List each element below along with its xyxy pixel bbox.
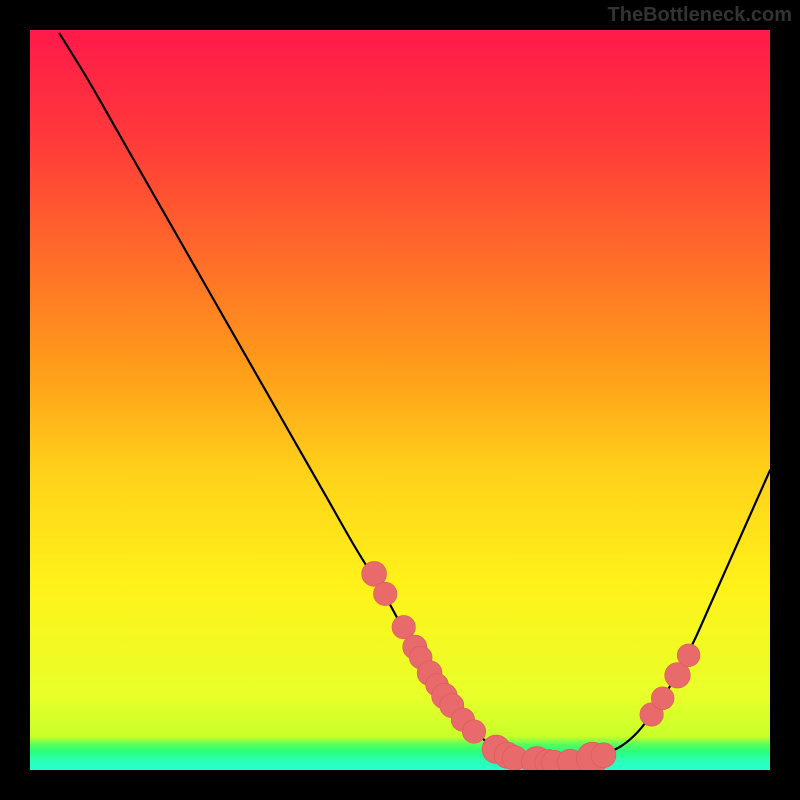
data-marker	[677, 644, 700, 667]
data-marker	[462, 720, 485, 743]
data-marker	[591, 743, 616, 768]
plot-svg	[30, 30, 770, 770]
plot-background	[30, 30, 770, 770]
data-marker	[651, 687, 674, 710]
watermark-text: TheBottleneck.com	[608, 4, 792, 27]
data-marker	[373, 582, 396, 605]
plot-area	[30, 30, 770, 770]
chart-container: TheBottleneck.com	[0, 0, 800, 800]
